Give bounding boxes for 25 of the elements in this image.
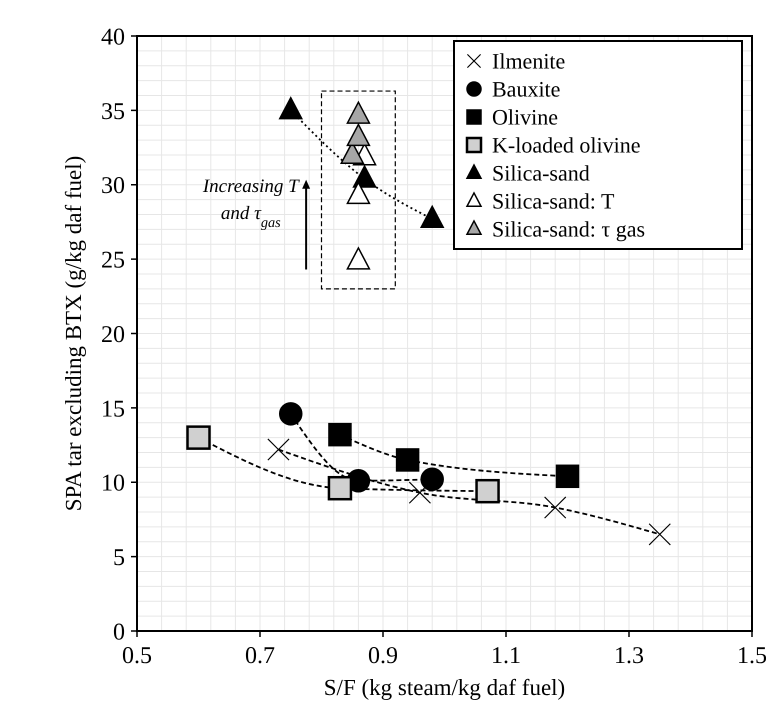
legend-label: Silica-sand: T: [492, 188, 615, 214]
legend-label: Silica-sand: τ gas: [492, 216, 646, 242]
y-tick-label: 30: [101, 173, 125, 200]
annotation: Increasing T and τ$_{gas}$: [202, 176, 300, 231]
y-tick-label: 5: [113, 545, 125, 572]
x-tick-label: 0.9: [368, 643, 398, 669]
y-tick-label: 40: [101, 24, 125, 50]
legend-label: Olivine: [492, 104, 558, 130]
y-tick-label: 10: [101, 470, 125, 497]
x-axis-title: S/F (kg steam/kg daf fuel): [324, 675, 566, 700]
y-axis-title: SPA tar excluding BTX (g/kg daf fuel): [61, 156, 86, 512]
y-tick-label: 25: [101, 248, 125, 274]
y-tick-label: 35: [101, 98, 125, 125]
legend-label: K-loaded olivine: [492, 132, 640, 158]
x-tick-label: 1.3: [614, 643, 644, 669]
y-tick-label: 20: [101, 322, 125, 348]
x-tick-label: 1.5: [737, 643, 767, 669]
y-tick-label: 15: [101, 396, 125, 422]
y-tick-label: 0: [113, 619, 125, 646]
legend-label: Bauxite: [492, 76, 560, 102]
legend-label: Silica-sand: [492, 160, 590, 186]
legend-label: Ilmenite: [492, 48, 566, 74]
x-tick-label: 1.1: [491, 643, 521, 669]
x-tick-label: 0.5: [122, 643, 152, 669]
x-tick-label: 0.7: [245, 643, 275, 669]
